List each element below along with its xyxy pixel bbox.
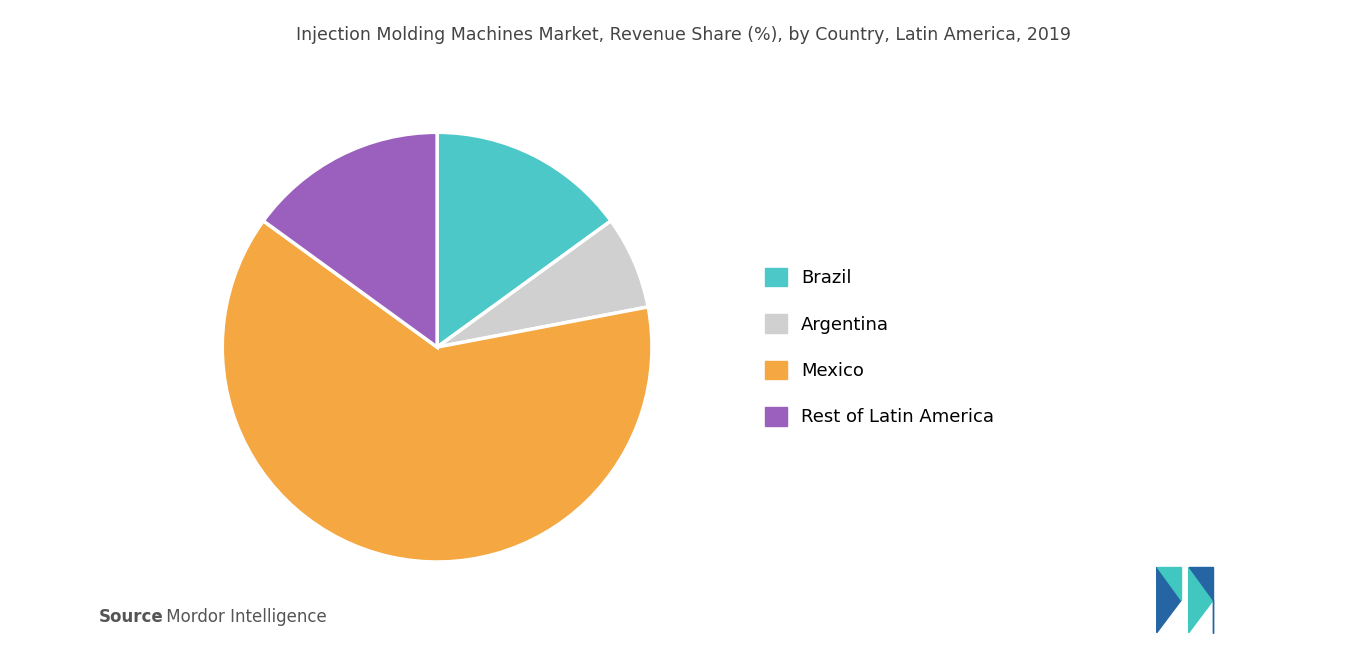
Polygon shape: [1157, 567, 1182, 600]
Text: Source: Source: [98, 608, 163, 626]
Polygon shape: [1157, 567, 1182, 633]
Polygon shape: [1188, 567, 1213, 633]
Wedge shape: [264, 132, 437, 347]
Wedge shape: [437, 132, 611, 347]
Wedge shape: [437, 221, 647, 347]
Text: : Mordor Intelligence: : Mordor Intelligence: [150, 608, 326, 626]
Legend: Brazil, Argentina, Mexico, Rest of Latin America: Brazil, Argentina, Mexico, Rest of Latin…: [758, 261, 1001, 434]
Polygon shape: [1188, 567, 1213, 633]
Wedge shape: [223, 221, 652, 562]
Text: Injection Molding Machines Market, Revenue Share (%), by Country, Latin America,: Injection Molding Machines Market, Reven…: [295, 26, 1071, 44]
